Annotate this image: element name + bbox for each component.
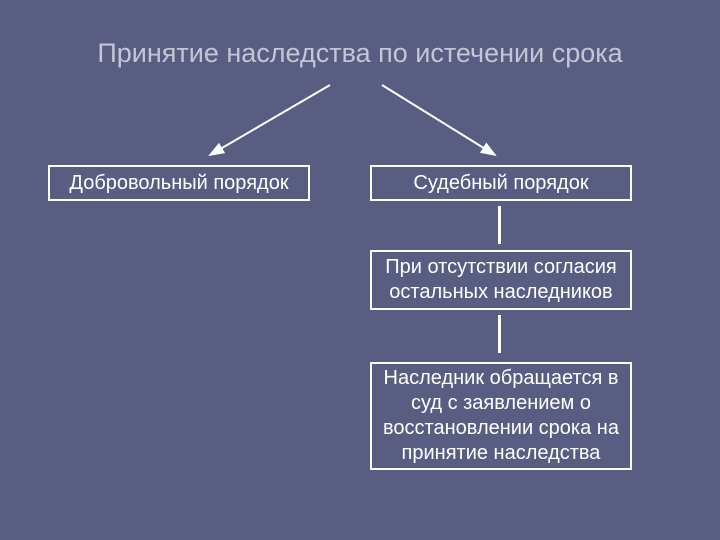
connector-1 xyxy=(498,206,501,244)
box-judicial-label: Судебный порядок xyxy=(413,171,588,196)
box-condition: При отсутствии согласия остальных наслед… xyxy=(370,250,632,310)
box-action: Наследник обращается в суд с заявлением … xyxy=(370,362,632,470)
box-action-label: Наследник обращается в суд с заявлением … xyxy=(380,366,622,466)
connector-2 xyxy=(498,315,501,353)
page-title: Принятие наследства по истечении срока xyxy=(0,38,720,69)
box-voluntary: Добровольный порядок xyxy=(48,165,310,201)
box-voluntary-label: Добровольный порядок xyxy=(69,171,288,196)
box-judicial: Судебный порядок xyxy=(370,165,632,201)
box-condition-label: При отсутствии согласия остальных наслед… xyxy=(380,255,622,305)
